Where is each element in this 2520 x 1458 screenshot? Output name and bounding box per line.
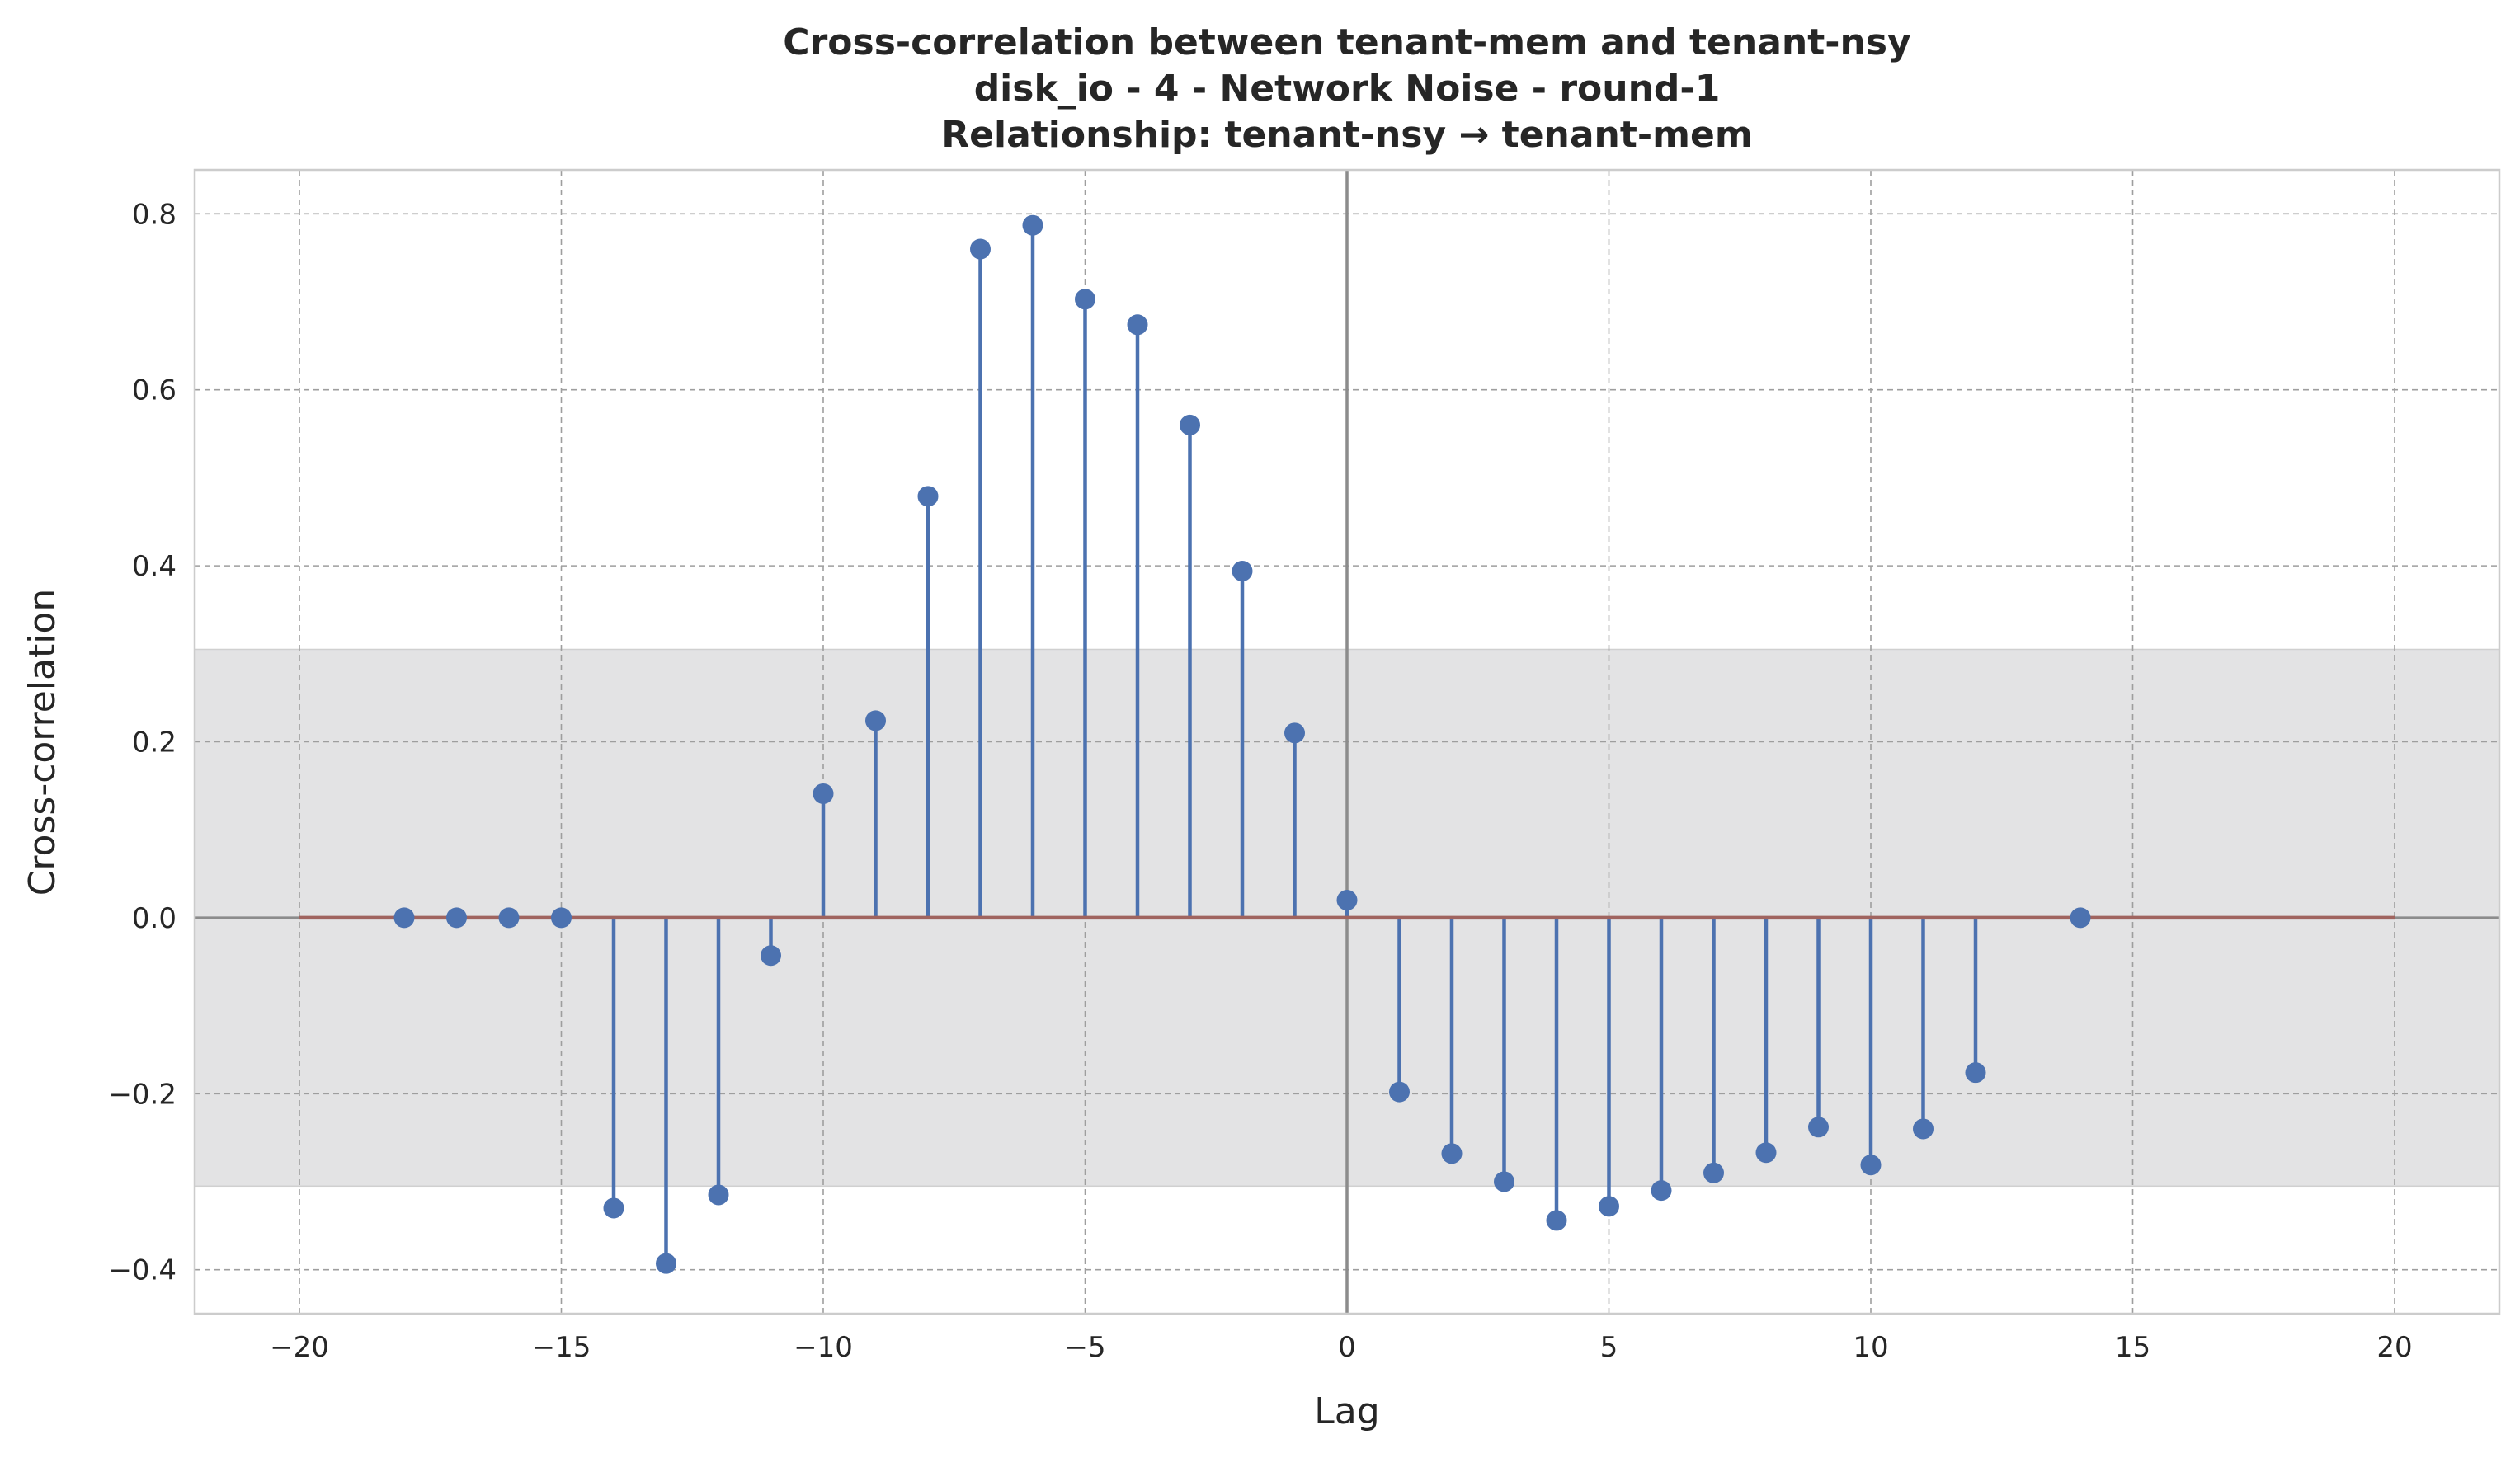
x-tick-label: −15 bbox=[532, 1331, 591, 1364]
stem-marker bbox=[1599, 1196, 1619, 1217]
x-axis-label: Lag bbox=[1314, 1390, 1379, 1432]
stem-marker bbox=[2070, 907, 2091, 929]
x-tick-label: 0 bbox=[1338, 1331, 1356, 1364]
stem-marker bbox=[1703, 1162, 1724, 1183]
stem-marker bbox=[498, 907, 520, 929]
stem-marker bbox=[393, 907, 415, 929]
tick-labels-layer: −20 −15 −10 −5 0 5 10 15 20 −0.4 −0.2 0.0 0.2 0.4 0.6 0… bbox=[108, 198, 2412, 1364]
stem-marker bbox=[551, 907, 572, 929]
stem-marker bbox=[1965, 1062, 1986, 1084]
stem-marker bbox=[1494, 1171, 1514, 1192]
stem-marker bbox=[1808, 1117, 1829, 1138]
y-tick-label: 0.8 bbox=[132, 198, 177, 231]
stem-marker bbox=[1546, 1210, 1567, 1231]
stem-marker bbox=[761, 945, 781, 967]
stem-marker bbox=[603, 1197, 624, 1219]
x-tick-label: 20 bbox=[2376, 1331, 2412, 1364]
stem-marker bbox=[708, 1184, 729, 1206]
stem-marker bbox=[1651, 1180, 1672, 1202]
y-tick-label: −0.2 bbox=[108, 1078, 177, 1111]
y-tick-label: −0.4 bbox=[108, 1254, 177, 1287]
x-tick-label: 10 bbox=[1853, 1331, 1888, 1364]
y-tick-label: 0.2 bbox=[132, 727, 177, 760]
marker-layer bbox=[393, 214, 2091, 1274]
x-tick-label: −10 bbox=[794, 1331, 853, 1364]
x-tick-label: −20 bbox=[270, 1331, 329, 1364]
chart-title-line-2: disk_io - 4 - Network Noise - round-1 bbox=[974, 68, 1721, 110]
stem-marker bbox=[1336, 890, 1358, 911]
stem-marker bbox=[446, 907, 467, 929]
stem-marker bbox=[865, 710, 886, 731]
stem-marker bbox=[1284, 722, 1305, 744]
stem-marker bbox=[1232, 561, 1253, 582]
chart-title-line-3: Relationship: tenant-nsy → tenant-mem bbox=[941, 114, 1752, 156]
stem-marker bbox=[1180, 414, 1200, 435]
x-tick-label: −5 bbox=[1064, 1331, 1105, 1364]
y-tick-label: 0.0 bbox=[132, 902, 177, 935]
stem-marker bbox=[1022, 214, 1043, 236]
y-tick-label: 0.6 bbox=[132, 374, 177, 407]
stem-marker bbox=[1913, 1118, 1934, 1140]
y-axis-label: Cross-correlation bbox=[21, 589, 64, 896]
stem-marker bbox=[1389, 1081, 1410, 1103]
stem-marker bbox=[1755, 1142, 1777, 1164]
stem-marker bbox=[1075, 289, 1095, 310]
stem-marker bbox=[917, 486, 939, 507]
stem-marker bbox=[1127, 314, 1148, 336]
stem-marker bbox=[656, 1253, 676, 1274]
chart-title-line-1: Cross-correlation between tenant-mem and… bbox=[783, 21, 1910, 63]
x-tick-label: 15 bbox=[2115, 1331, 2150, 1364]
stem-marker bbox=[1860, 1155, 1882, 1176]
x-tick-label: 5 bbox=[1600, 1331, 1618, 1364]
plot-frame bbox=[193, 168, 2501, 1315]
stem-layer bbox=[299, 225, 2395, 1264]
stem-marker bbox=[1441, 1143, 1463, 1164]
stem-marker bbox=[813, 783, 834, 804]
stem-marker bbox=[970, 238, 991, 260]
y-tick-label: 0.4 bbox=[132, 550, 177, 583]
